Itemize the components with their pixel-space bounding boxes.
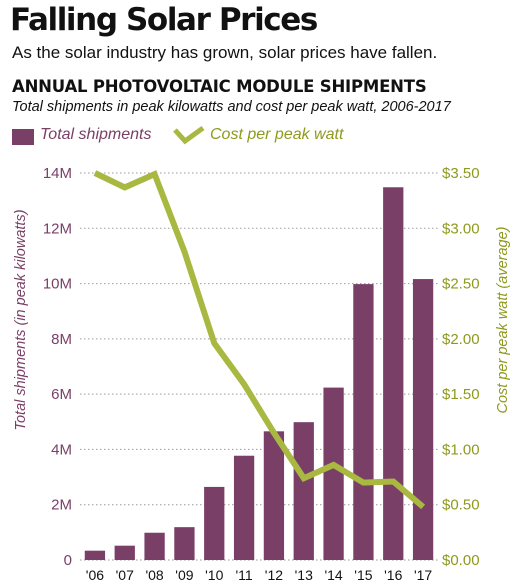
x-tick-label: '13 bbox=[295, 567, 313, 583]
legend-bar-swatch bbox=[12, 129, 34, 145]
bar-shipments-4 bbox=[204, 486, 225, 560]
bar-shipments-11 bbox=[412, 279, 434, 560]
bar-shipments-5 bbox=[233, 455, 255, 560]
x-tick-label: '11 bbox=[235, 567, 252, 583]
bar-shipments-1 bbox=[114, 545, 135, 560]
y-tick-label-left: 6M bbox=[51, 386, 72, 403]
right-axis-ticks: $0.00 $0.50 $1.00 $1.50 $2.00 $2.50 $3.00 $3.50 bbox=[442, 165, 480, 569]
legend-label-cost: Cost per peak watt bbox=[210, 126, 344, 143]
bar-shipments-8 bbox=[323, 387, 344, 560]
x-tick-label: '12 bbox=[265, 567, 283, 583]
bar-shipments-9 bbox=[353, 284, 374, 560]
bar-shipments-7 bbox=[293, 422, 314, 560]
y-tick-label-left: 4M bbox=[51, 441, 72, 458]
x-tick-label: '07 bbox=[116, 567, 134, 583]
y-axis-title-right: Cost per peak watt (average) bbox=[495, 227, 511, 414]
y-tick-label-right: $1.50 bbox=[442, 386, 480, 403]
page-subtitle: As the solar industry has grown, solar p… bbox=[12, 43, 438, 62]
x-tick-label: '14 bbox=[324, 567, 342, 583]
bar-shipments-0 bbox=[84, 550, 106, 560]
y-tick-label-left: 2M bbox=[51, 497, 72, 514]
x-axis-ticks: '06 '07 '08 '09 '10 '11 '12 '13 '14 '15 '16 '17 bbox=[86, 567, 433, 583]
y-tick-label-right: $3.50 bbox=[442, 165, 480, 182]
y-tick-label-left: 8M bbox=[51, 331, 72, 348]
y-tick-label-right: $2.00 bbox=[442, 331, 480, 348]
cost-line bbox=[93, 170, 426, 510]
bar-shipments-10 bbox=[383, 187, 404, 560]
y-tick-label-right: $0.00 bbox=[442, 552, 480, 569]
x-tick-label: '17 bbox=[414, 567, 432, 583]
legend-label-shipments: Total shipments bbox=[40, 126, 152, 143]
y-tick-label-left: 10M bbox=[43, 276, 72, 293]
y-tick-label-right: $2.50 bbox=[442, 276, 480, 293]
x-tick-label: '06 bbox=[86, 567, 104, 583]
legend-line-swatch bbox=[173, 125, 205, 145]
y-tick-label-left: 14M bbox=[43, 165, 72, 182]
line-series-cost bbox=[93, 170, 426, 510]
y-tick-label-right: $0.50 bbox=[442, 497, 480, 514]
bar-shipments-3 bbox=[174, 527, 195, 560]
x-tick-label: '10 bbox=[205, 567, 223, 583]
y-axis-title-left: Total shipments (in peak kilowatts) bbox=[13, 209, 29, 430]
left-axis-ticks: 0 2M 4M 6M 8M 10M 12M 14M bbox=[43, 165, 72, 569]
y-tick-label-right: $3.00 bbox=[442, 220, 480, 237]
x-tick-label: '16 bbox=[384, 567, 402, 583]
bar-series-shipments bbox=[84, 187, 434, 560]
y-tick-label-right: $1.00 bbox=[442, 441, 480, 458]
x-tick-label: '15 bbox=[354, 567, 372, 583]
y-tick-label-left: 0 bbox=[64, 552, 72, 569]
x-tick-label: '09 bbox=[175, 567, 193, 583]
page-title: Falling Solar Prices bbox=[10, 2, 318, 38]
chart-subtitle: Total shipments in peak kilowatts and co… bbox=[12, 99, 451, 115]
y-tick-label-left: 12M bbox=[43, 220, 72, 237]
chart-title: ANNUAL PHOTOVOLTAIC MODULE SHIPMENTS bbox=[12, 77, 427, 96]
bar-shipments-6 bbox=[263, 431, 285, 560]
bar-shipments-2 bbox=[144, 532, 165, 560]
x-tick-label: '08 bbox=[145, 567, 163, 583]
